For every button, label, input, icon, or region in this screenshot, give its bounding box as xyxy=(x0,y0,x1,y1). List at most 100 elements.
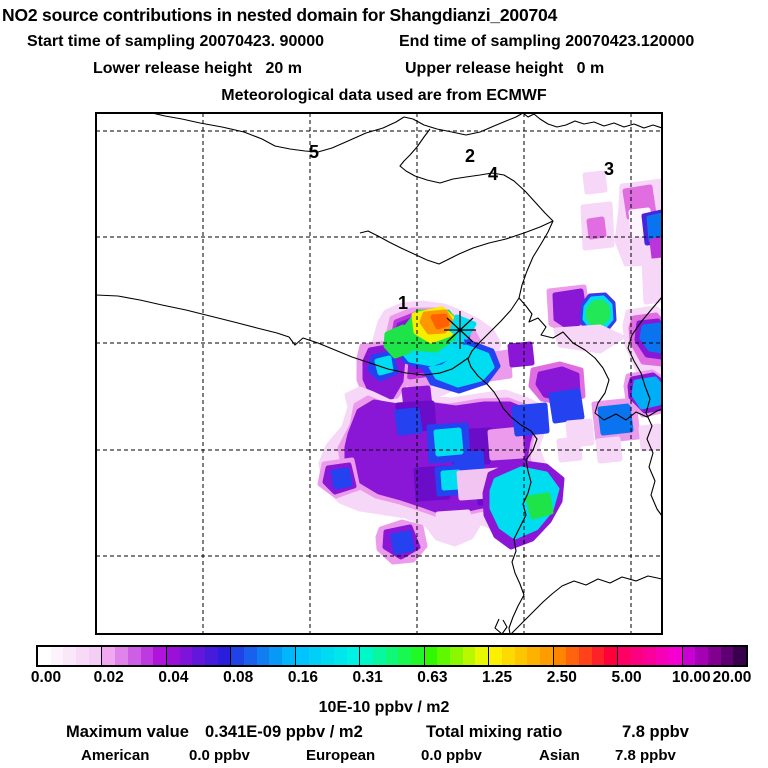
colorbar-cell xyxy=(308,647,322,665)
colorbar-cell xyxy=(591,647,605,665)
lower-release-text: Lower release height 20 m xyxy=(93,60,302,77)
colorbar-cell xyxy=(140,647,154,665)
colorbar-cell xyxy=(566,647,579,665)
contour-blob xyxy=(582,170,608,195)
domain-number-label: 5 xyxy=(309,142,319,162)
colorbar-tick-label: 0.63 xyxy=(417,669,448,686)
met-data-text: Meteorological data used are from ECMWF xyxy=(221,87,547,104)
colorbar-tick-label: 1.25 xyxy=(481,669,513,686)
colorbar-cell xyxy=(204,647,218,665)
colorbar-segment xyxy=(295,647,361,665)
coastline xyxy=(467,220,554,634)
colorbar-cell xyxy=(192,647,205,665)
colorbar-cell xyxy=(333,647,347,665)
colorbar-cell xyxy=(527,647,540,665)
colorbar-segment xyxy=(618,647,683,665)
colorbar-cell xyxy=(50,647,64,665)
colorbar-cell xyxy=(385,647,399,665)
contour-blob xyxy=(383,324,416,359)
colorbar-cell xyxy=(489,647,502,665)
station-marker xyxy=(444,311,476,349)
colorbar xyxy=(36,645,748,667)
coastline xyxy=(359,128,554,265)
colorbar-cell xyxy=(321,647,334,665)
contour-blob xyxy=(440,469,462,491)
upper-release-text: Upper release height 0 m xyxy=(405,60,605,77)
colorbar-tick-label: 0.08 xyxy=(223,669,254,686)
contour-blob xyxy=(553,324,625,354)
colorbar-segment xyxy=(424,647,490,665)
contour-blob xyxy=(556,436,583,463)
colorbar-tick-label: 5.00 xyxy=(611,669,642,686)
start-time-text: Start time of sampling 20070423. 90000 xyxy=(27,33,325,50)
contour-blob xyxy=(639,322,662,354)
contour-blob xyxy=(430,313,450,330)
contour-blob xyxy=(641,257,662,305)
coastline xyxy=(494,618,508,634)
colorbar-cell xyxy=(244,647,257,665)
coastline xyxy=(627,296,662,517)
colorbar-cell xyxy=(346,647,360,665)
contour-blob xyxy=(586,216,607,240)
domain-number-label: 3 xyxy=(604,159,614,179)
colorbar-segment xyxy=(682,647,746,665)
colorbar-segment xyxy=(553,647,619,665)
colorbar-segment xyxy=(231,647,296,665)
coastline xyxy=(151,113,662,153)
domain-number-label: 1 xyxy=(398,293,408,313)
colorbar-cell xyxy=(76,647,89,665)
colorbar-cell xyxy=(282,647,295,665)
colorbar-cell xyxy=(127,647,141,665)
colorbar-cell xyxy=(695,647,708,665)
colorbar-cell xyxy=(437,647,451,665)
region-name: European xyxy=(306,747,376,764)
contour-blob xyxy=(552,288,588,332)
colorbar-cell xyxy=(102,647,116,665)
contour-blob xyxy=(433,427,464,457)
colorbar-tick-label: 20.00 xyxy=(712,669,752,686)
lat-lon-grid xyxy=(96,113,662,634)
region-value: 7.8 ppbv xyxy=(615,747,676,764)
colorbar-segment xyxy=(38,647,103,665)
colorbar-cell xyxy=(398,647,412,665)
colorbar-tick-label: 0.16 xyxy=(287,669,318,686)
contour-blob xyxy=(585,299,611,327)
colorbar-segment xyxy=(489,647,554,665)
colorbar-cell xyxy=(269,647,283,665)
colorbar-cell xyxy=(256,647,270,665)
colorbar-tick-label: 0.00 xyxy=(30,669,62,686)
colorbar-tick-label: 0.02 xyxy=(93,669,124,686)
coastline xyxy=(510,575,662,634)
region-name: Asian xyxy=(539,747,580,764)
total-mixing-ratio-value: 7.8 ppbv xyxy=(622,723,689,741)
contour-blob xyxy=(507,341,535,368)
colorbar-cell xyxy=(360,647,373,665)
colorbar-cell xyxy=(88,647,102,665)
colorbar-tick-label: 0.04 xyxy=(158,669,189,686)
colorbar-cell xyxy=(115,647,128,665)
contour-blob xyxy=(487,426,525,461)
colorbar-cell xyxy=(38,647,51,665)
colorbar-cell xyxy=(501,647,515,665)
colorbar-cell xyxy=(514,647,528,665)
domain-number-label: 4 xyxy=(488,164,498,184)
colorbar-cell xyxy=(295,647,309,665)
colorbar-cell xyxy=(656,647,669,665)
colorbar-cell xyxy=(372,647,386,665)
region-name: American xyxy=(81,747,150,764)
colorbar-cell xyxy=(682,647,696,665)
colorbar-cell xyxy=(424,647,438,665)
colorbar-cell xyxy=(153,647,166,665)
colorbar-cell xyxy=(630,647,644,665)
contour-blob xyxy=(525,492,554,520)
colorbar-cell xyxy=(179,647,193,665)
total-mixing-ratio-label: Total mixing ratio xyxy=(426,723,563,741)
contour-blob xyxy=(330,467,353,490)
colorbar-cell xyxy=(618,647,631,665)
region-value: 0.0 ppbv xyxy=(189,747,250,764)
region-value: 0.0 ppbv xyxy=(421,747,482,764)
colorbar-tick-label: 10.00 xyxy=(671,669,711,686)
colorbar-cell xyxy=(231,647,245,665)
contour-blob xyxy=(489,466,560,540)
